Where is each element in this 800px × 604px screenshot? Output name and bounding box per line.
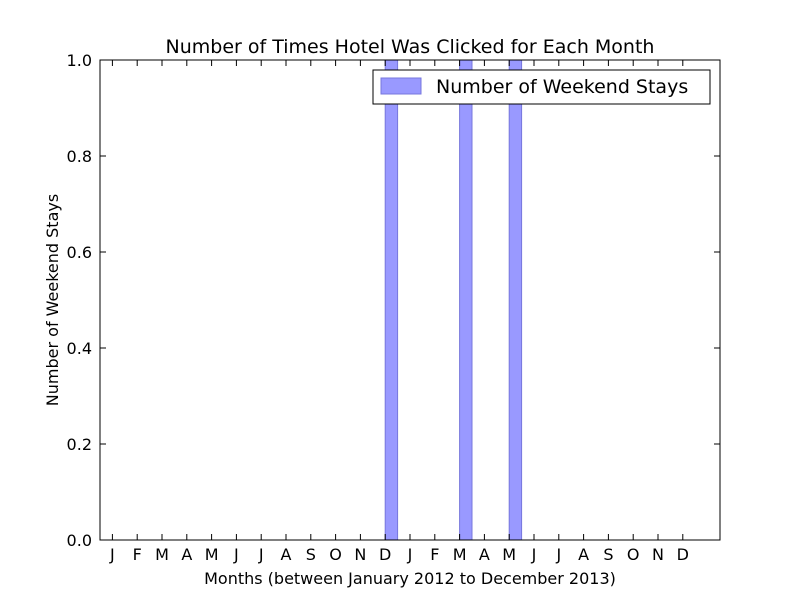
bar-14 xyxy=(459,59,473,541)
x-tick-label-1: F xyxy=(133,545,142,564)
x-tick-label-11: D xyxy=(379,545,391,564)
legend: Number of Weekend Stays xyxy=(372,69,711,105)
y-tick-label-4: 0.8 xyxy=(67,147,92,166)
x-tick-label-21: O xyxy=(627,545,640,564)
y-tick-label-2: 0.4 xyxy=(67,339,92,358)
x-axis-label: Months (between January 2012 to December… xyxy=(204,569,616,588)
x-tick-label-19: A xyxy=(578,545,589,564)
x-tick-label-14: M xyxy=(453,545,467,564)
x-tick-label-0: J xyxy=(109,545,115,564)
x-tick-label-18: J xyxy=(555,545,561,564)
x-tick-label-9: O xyxy=(329,545,342,564)
x-tick-label-10: N xyxy=(354,545,366,564)
x-tick-label-8: S xyxy=(306,545,316,564)
y-axis-label: Number of Weekend Stays xyxy=(43,194,62,406)
x-tick-label-2: M xyxy=(155,545,169,564)
x-tick-label-16: M xyxy=(502,545,516,564)
x-tick-label-6: J xyxy=(258,545,264,564)
y-tick-label-3: 0.6 xyxy=(67,243,92,262)
x-tick-label-22: N xyxy=(652,545,664,564)
x-tick-label-7: A xyxy=(281,545,292,564)
x-tick-label-20: S xyxy=(603,545,613,564)
x-tick-label-13: F xyxy=(430,545,439,564)
plot-area: 0.00.20.40.60.81.0J F M A M J J A S O N D J F M A M J J A S O… xyxy=(67,51,721,564)
x-tick-label-5: J xyxy=(233,545,239,564)
x-tick-label-15: A xyxy=(479,545,490,564)
x-tick-label-4: M xyxy=(205,545,219,564)
legend-box xyxy=(372,69,711,105)
y-tick-label-5: 1.0 xyxy=(67,51,92,70)
y-tick-label-1: 0.2 xyxy=(67,435,92,454)
x-tick-label-17: J xyxy=(531,545,537,564)
x-tick-label-12: J xyxy=(407,545,413,564)
x-tick-label-3: A xyxy=(181,545,192,564)
x-tick-label-23: D xyxy=(677,545,689,564)
legend-swatch xyxy=(380,77,422,95)
plot-frame xyxy=(99,59,721,541)
chart-title: Number of Times Hotel Was Clicked for Ea… xyxy=(166,36,655,58)
y-tick-label-0: 0.0 xyxy=(67,531,92,550)
bar-11 xyxy=(384,59,399,541)
legend-label: Number of Weekend Stays xyxy=(436,76,688,98)
bar-16 xyxy=(508,59,523,541)
